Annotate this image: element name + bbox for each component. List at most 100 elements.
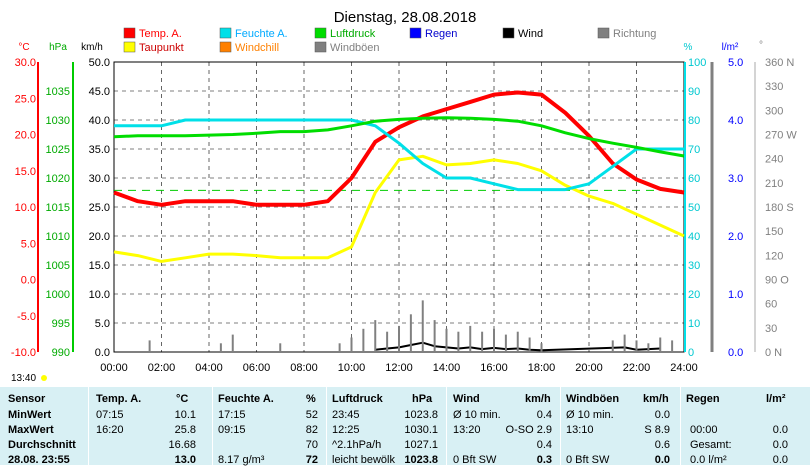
table-cell: 07:15: [96, 409, 124, 421]
legend-swatch: [219, 41, 232, 53]
x-tick-label: 12:00: [385, 362, 413, 374]
wind-tick-label: 10.0: [89, 289, 110, 301]
x-tick-label: 06:00: [243, 362, 271, 374]
rain-tick-label: 3.0: [728, 173, 743, 185]
weather-chart: Dienstag, 28.08.2018 Temp. A. Feuchte A. L…: [11, 9, 797, 384]
legend-label: Windchill: [235, 42, 279, 54]
table-cell: S 8.9: [644, 424, 670, 436]
table-header: km/h: [643, 393, 669, 405]
table-cell: 16:20: [96, 424, 124, 436]
temp-tick-label: 0.0: [21, 275, 36, 287]
table-cell: 72: [305, 454, 318, 466]
direction-tick-label: 270 W: [765, 130, 797, 142]
direction-tick-label: 150: [765, 226, 783, 238]
legend-label: Feuchte A.: [235, 28, 288, 40]
legend-swatch: [409, 27, 422, 39]
legend-label: Richtung: [613, 28, 656, 40]
table-cell: 70: [305, 439, 318, 451]
table-cell: 52: [305, 409, 318, 421]
table-header: °C: [176, 393, 189, 405]
legend-swatch: [314, 41, 327, 53]
pressure-tick-label: 1005: [46, 260, 70, 272]
humidity-tick-label: 100: [688, 57, 706, 69]
humidity-tick-label: 50: [688, 202, 700, 214]
wind-tick-label: 35.0: [89, 144, 110, 156]
direction-tick-label: 210: [765, 178, 783, 190]
wind-tick-label: 45.0: [89, 86, 110, 98]
axis-ticks: 30.0 25.0 20.0 15.0 10.0 5.0 0.0 -5.0 -10.0 1035 1…: [11, 57, 797, 374]
direction-tick-label: 330: [765, 81, 783, 93]
humidity-tick-label: 0: [688, 347, 694, 359]
table-cell: 00:00: [690, 424, 718, 436]
rain-tick-label: 2.0: [728, 231, 743, 243]
table-header: l/m²: [766, 393, 786, 405]
humidity-tick-label: 40: [688, 231, 700, 243]
column-separator: [212, 387, 213, 465]
table-cell: 12:25: [332, 424, 360, 436]
humidity-tick-label: 20: [688, 289, 700, 301]
table-cell: 0.3: [536, 454, 552, 466]
legend: Temp. A. Feuchte A. Luftdruck Regen Wind Rich…: [123, 27, 656, 54]
axis-head-pressure: hPa: [49, 42, 67, 53]
column-separator: [560, 387, 561, 465]
table-cell: 0.0: [654, 454, 670, 466]
table-header: Wind: [453, 393, 480, 405]
direction-tick-label: 240: [765, 154, 783, 166]
x-tick-label: 16:00: [480, 362, 508, 374]
table-cell: 82: [305, 424, 318, 436]
plot-area: [113, 61, 685, 353]
axis-head-direction: °: [759, 40, 763, 51]
table-cell: 10.1: [174, 409, 196, 421]
table-cell: 0.4: [536, 409, 552, 421]
x-tick-label: 22:00: [623, 362, 651, 374]
table-cell: 25.8: [174, 424, 196, 436]
x-tick-label: 18:00: [528, 362, 556, 374]
table-cell: 0.0: [772, 454, 788, 466]
timestamp-marker-dot: [41, 375, 47, 381]
table-cell: Ø 10 min.: [566, 409, 614, 421]
wind-tick-label: 25.0: [89, 202, 110, 214]
legend-label: Regen: [425, 28, 457, 40]
x-tick-label: 24:00: [670, 362, 698, 374]
direction-tick-label: 0 N: [765, 347, 782, 359]
direction-tick-label: 300: [765, 105, 783, 117]
rain-tick-label: 4.0: [728, 115, 743, 127]
humidity-tick-label: 10: [688, 318, 700, 330]
humidity-tick-label: 30: [688, 260, 700, 272]
temp-tick-label: -5.0: [17, 311, 36, 323]
table-cell: 0.4: [536, 439, 552, 451]
table-cell: 1027.1: [404, 439, 438, 451]
table-cell: Gesamt:: [690, 439, 732, 451]
x-tick-label: 04:00: [195, 362, 223, 374]
table-cell: 17:15: [218, 409, 246, 421]
x-tick-label: 08:00: [290, 362, 318, 374]
temp-tick-label: 5.0: [21, 238, 36, 250]
axis-head-humidity: %: [684, 42, 693, 53]
table-cell: 0 Bft SW: [453, 454, 497, 466]
table-cell: 28.08. 23:55: [8, 454, 70, 466]
pressure-tick-label: 1015: [46, 202, 70, 214]
wind-tick-label: 30.0: [89, 173, 110, 185]
table-cell: 23:45: [332, 409, 360, 421]
table-header: Sensor: [8, 393, 46, 405]
table-header: %: [306, 393, 316, 405]
pressure-tick-label: 1020: [46, 173, 70, 185]
summary-table: Sensor Temp. A. °C Feuchte A.% Luftdruck hPa W…: [0, 387, 810, 466]
table-cell: 0.0: [772, 424, 788, 436]
direction-tick-label: 180 S: [765, 202, 794, 214]
table-header: Windböen: [566, 393, 620, 405]
legend-swatch: [123, 41, 136, 53]
series-lines: [113, 90, 685, 352]
temp-tick-label: 30.0: [15, 57, 36, 69]
wind-tick-label: 5.0: [95, 318, 110, 330]
table-cell: 0.0 l/m²: [690, 454, 727, 466]
table-header: hPa: [412, 393, 433, 405]
rain-tick-label: 0.0: [728, 347, 743, 359]
table-cell: 0 Bft SW: [566, 454, 610, 466]
table-cell: 1023.8: [404, 454, 438, 466]
column-separator: [680, 387, 681, 465]
wind-tick-label: 15.0: [89, 260, 110, 272]
series-line-temp-a-: [113, 90, 685, 207]
pressure-tick-label: 1025: [46, 144, 70, 156]
x-tick-label: 10:00: [338, 362, 366, 374]
